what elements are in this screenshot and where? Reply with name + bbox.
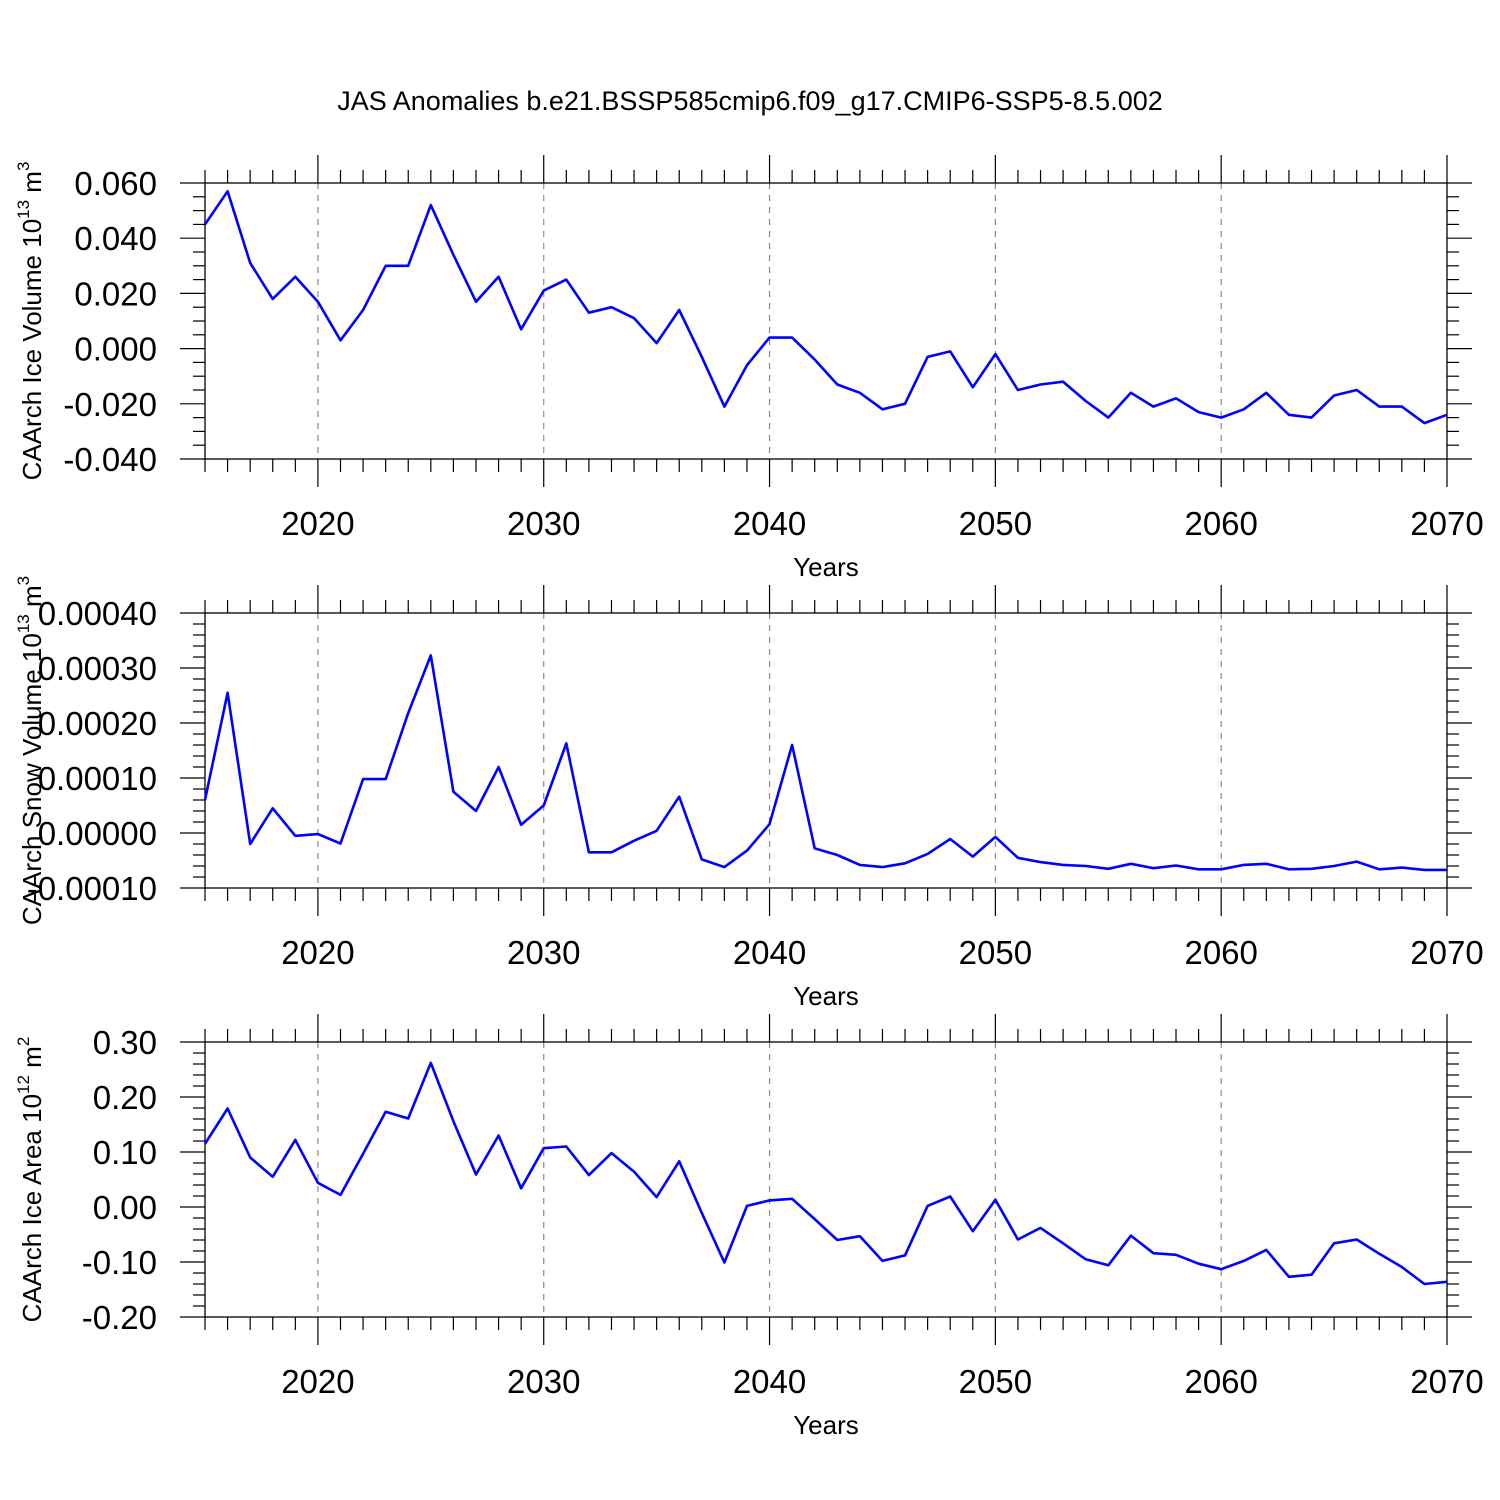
plot-frame: [204, 612, 1448, 889]
x-tick-label: 2020: [281, 505, 354, 542]
x-tick-label: 2040: [733, 934, 806, 971]
plot-frame: [204, 1041, 1448, 1318]
figure-title: JAS Anomalies b.e21.BSSP585cmip6.f09_g17…: [337, 86, 1163, 116]
plot-frame: [204, 182, 1448, 460]
x-tick-label: 2030: [507, 1363, 580, 1400]
x-tick-label: 2070: [1410, 1363, 1483, 1400]
y-tick-label: 0.00040: [38, 595, 157, 632]
y-tick-label: -0.040: [63, 441, 157, 478]
x-tick-label: 2030: [507, 505, 580, 542]
y-tick-label: 0.000: [74, 331, 157, 368]
x-tick-label: 2050: [959, 1363, 1032, 1400]
x-tick-label: 2060: [1184, 505, 1257, 542]
y-tick-label: -0.020: [63, 386, 157, 423]
x-tick-label: 2060: [1184, 934, 1257, 971]
y-tick-label: 0.00010: [38, 760, 157, 797]
y-axis-title: CAArch Ice Area 1012 m2: [14, 1037, 47, 1323]
x-tick-label: 2040: [733, 505, 806, 542]
panel-snow-volume: -0.00010 0.00000 0.00010 0.00020 0.00030 0.00…: [14, 576, 1484, 1011]
y-tick-label: 0.20: [93, 1079, 157, 1116]
y-tick-label: 0.00020: [38, 705, 157, 742]
y-tick-label: 0.10: [93, 1134, 157, 1171]
x-axis-title: Years: [793, 552, 859, 582]
x-tick-label: 2020: [281, 934, 354, 971]
y-tick-label: 0.060: [74, 165, 157, 202]
series-line-ice-area: [203, 1061, 1448, 1286]
y-tick-label: -0.10: [82, 1244, 157, 1281]
panel-ice-volume: -0.040 -0.020 0.000 0.020 0.040 0.060 2020 2030…: [14, 155, 1484, 582]
x-tick-label: 2050: [959, 505, 1032, 542]
x-tick-label: 2030: [507, 934, 580, 971]
x-tick-label: 2070: [1410, 934, 1483, 971]
y-tick-label: 0.020: [74, 275, 157, 312]
y-tick-label: 0.30: [93, 1024, 157, 1061]
y-tick-label: -0.20: [82, 1299, 157, 1336]
series-line-ice-volume: [203, 190, 1448, 425]
x-tick-label: 2070: [1410, 505, 1483, 542]
x-axis-title: Years: [793, 981, 859, 1011]
y-tick-label: 0.040: [74, 220, 157, 257]
y-axis-title: CAArch Ice Volume 1013 m3: [14, 162, 47, 481]
x-tick-label: 2020: [281, 1363, 354, 1400]
panel-ice-area: -0.20 -0.10 0.00 0.10 0.20 0.30 2020 2030 2040 20…: [14, 1014, 1484, 1440]
series-line-snow-volume: [203, 654, 1447, 872]
x-tick-label: 2060: [1184, 1363, 1257, 1400]
x-axis-title: Years: [793, 1410, 859, 1440]
x-tick-label: 2050: [959, 934, 1032, 971]
y-tick-label: -0.00010: [27, 870, 157, 907]
y-tick-label: 0.00: [93, 1189, 157, 1226]
x-tick-label: 2040: [733, 1363, 806, 1400]
y-axis-title: CAArch Snow Volume 1013 m3: [14, 576, 47, 925]
y-tick-label: 0.00030: [38, 650, 157, 687]
y-tick-label: 0.00000: [38, 815, 157, 852]
